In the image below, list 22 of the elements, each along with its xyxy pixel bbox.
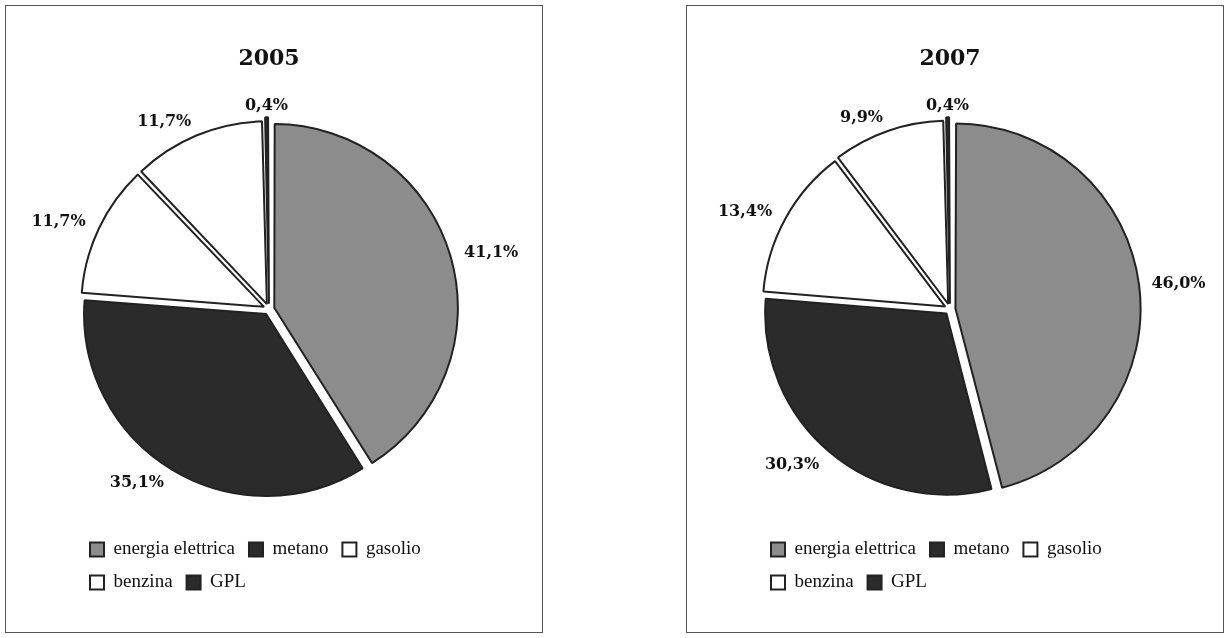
legend-label: energia elettrica — [794, 537, 917, 559]
data-label: 11,7% — [31, 211, 86, 231]
legend-label: benzina — [113, 570, 174, 592]
legend-label: metano — [953, 537, 1010, 559]
data-label: 9,9% — [839, 106, 884, 126]
data-label: 41,1% — [464, 242, 519, 262]
data-label: 0,4% — [925, 95, 969, 115]
data-label: 35,1% — [109, 472, 165, 492]
chart-title: 2005 — [238, 43, 300, 70]
legend-label: GPL — [210, 570, 246, 592]
legend-label: GPL — [891, 570, 927, 592]
legend-label: gasolio — [1046, 537, 1102, 559]
legend-label: energia elettrica — [113, 537, 236, 559]
chart-title: 2007 — [919, 43, 981, 70]
data-label: 46,0% — [1151, 272, 1206, 292]
data-label: 0,4% — [244, 95, 288, 115]
legend-label: metano — [272, 537, 329, 559]
data-label: 13,4% — [717, 200, 773, 220]
data-label: 30,3% — [764, 453, 820, 473]
data-label: 11,7% — [137, 110, 192, 130]
legend-label: benzina — [794, 570, 855, 592]
legend-label: gasolio — [365, 537, 421, 559]
